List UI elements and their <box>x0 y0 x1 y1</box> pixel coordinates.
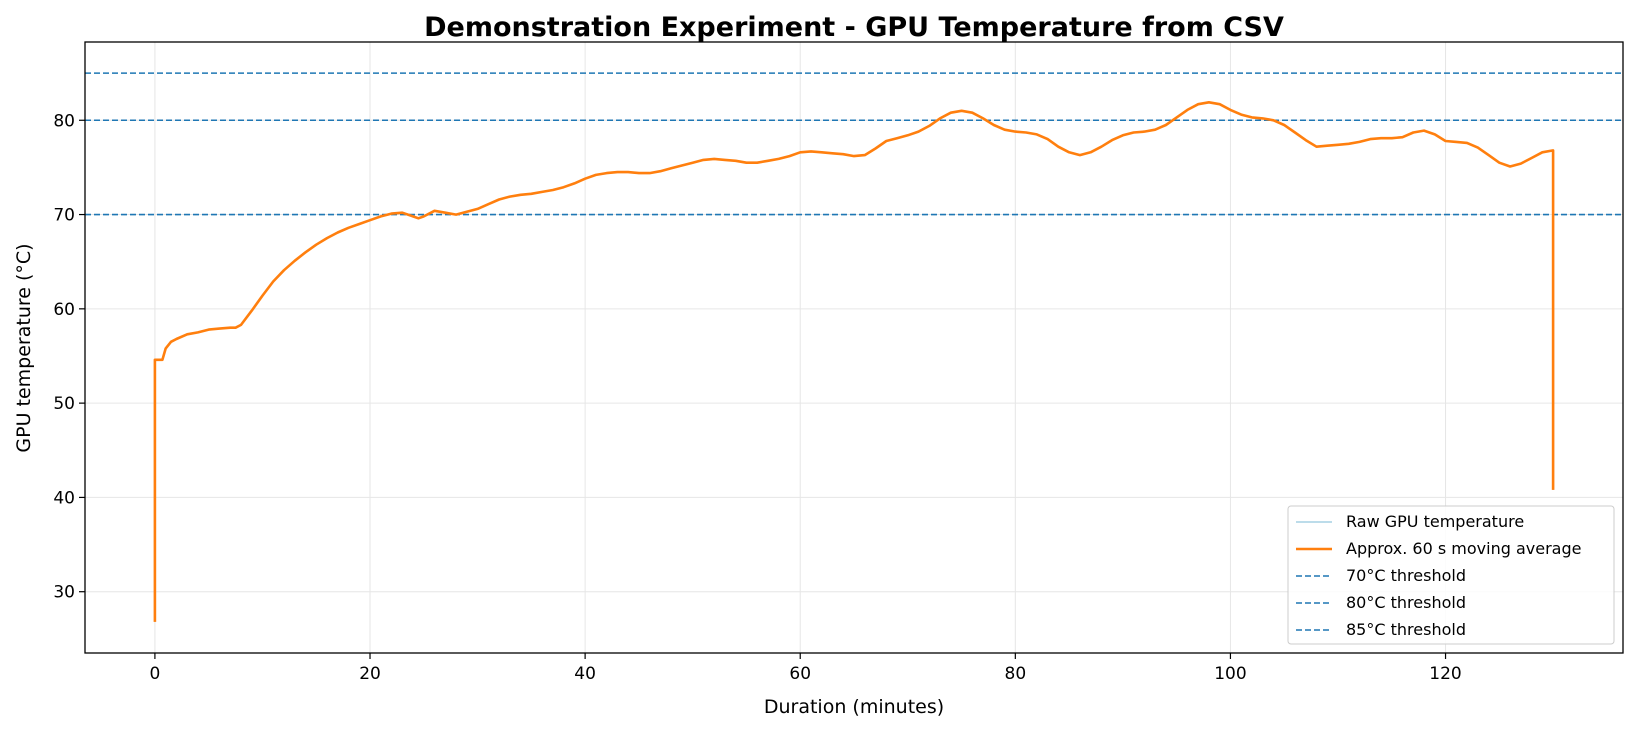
x-tick-label: 40 <box>574 664 596 684</box>
legend-label: Raw GPU temperature <box>1346 512 1524 531</box>
x-tick-label: 20 <box>359 664 381 684</box>
plot-area-frame <box>84 41 1624 654</box>
x-tick-label: 80 <box>1005 664 1027 684</box>
x-tick-label: 100 <box>1214 664 1246 684</box>
moving-average-line <box>153 101 1555 622</box>
x-tick-label: 120 <box>1429 664 1461 684</box>
y-axis-ticks: 30 40 50 60 70 80 <box>53 111 85 603</box>
legend-box <box>1287 505 1615 645</box>
legend-label: 70°C threshold <box>1346 566 1466 585</box>
legend-label: Approx. 60 s moving average <box>1346 539 1581 558</box>
y-tick-label: 40 <box>53 488 75 508</box>
y-tick-label: 60 <box>53 300 75 320</box>
legend-label: 85°C threshold <box>1346 620 1466 639</box>
legend: Raw GPU temperature Approx. 60 s moving a… <box>1287 505 1615 645</box>
y-tick-label: 30 <box>53 583 75 603</box>
y-tick-label: 80 <box>53 111 75 131</box>
threshold-lines <box>85 72 1623 216</box>
y-tick-label: 50 <box>53 394 75 414</box>
legend-label: 80°C threshold <box>1346 593 1466 612</box>
x-axis-label: Duration (minutes) <box>764 696 944 718</box>
x-tick-label: 0 <box>149 664 160 684</box>
chart-title: Demonstration Experiment - GPU Temperatu… <box>424 12 1284 43</box>
x-tick-label: 60 <box>789 664 811 684</box>
series-lines <box>153 101 1555 622</box>
x-axis-ticks: 0 20 40 60 80 100 120 <box>149 653 1462 684</box>
y-axis-label: GPU temperature (°C) <box>13 243 35 452</box>
y-tick-label: 70 <box>53 206 75 226</box>
